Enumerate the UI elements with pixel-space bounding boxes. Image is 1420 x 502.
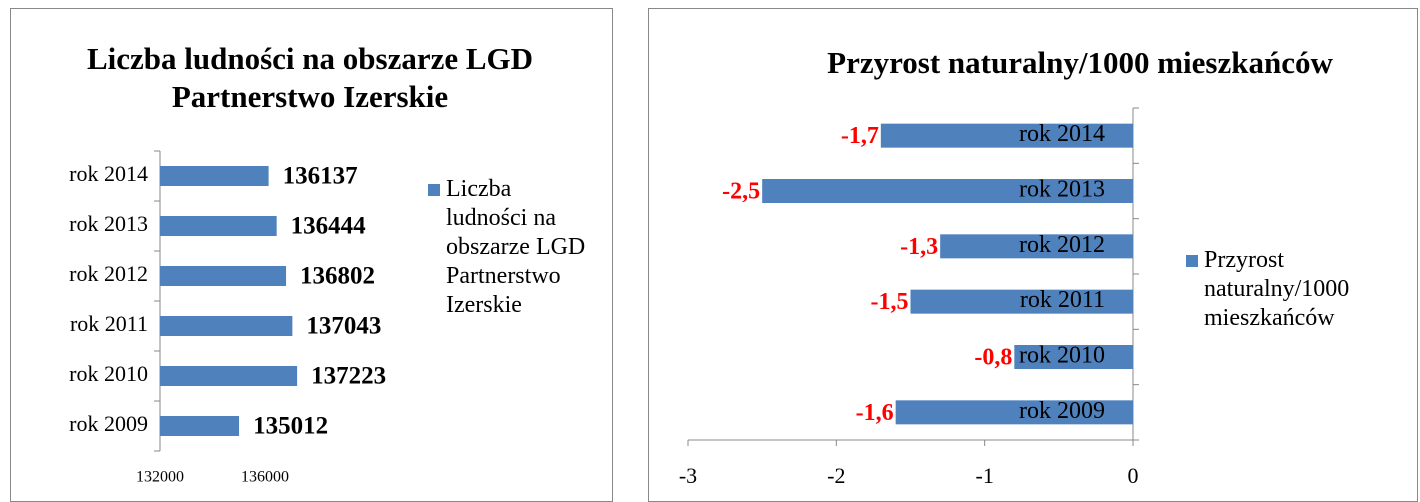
- y-tick-label: rok 2011: [70, 311, 148, 336]
- x-tick-label: -2: [827, 463, 845, 488]
- legend-label: Przyrost naturalny/1000 mieszkańców: [1204, 247, 1350, 331]
- data-label: 136802: [300, 263, 375, 290]
- bar: [160, 366, 298, 386]
- x-tick-label: -1: [976, 463, 994, 488]
- y-tick-label: rok 2014: [1019, 121, 1105, 147]
- chart-title: Przyrost naturalny/1000 mieszkańców: [827, 45, 1333, 80]
- x-tick-label: 136000: [241, 469, 289, 486]
- y-tick-label: rok 2011: [1020, 287, 1105, 313]
- data-label: 137043: [306, 313, 381, 340]
- data-label: -2,5: [722, 179, 760, 205]
- y-tick-label: rok 2012: [1019, 232, 1105, 258]
- bar: [1014, 345, 1133, 369]
- data-label: -1,5: [871, 289, 909, 315]
- bar: [160, 316, 293, 336]
- bar: [895, 400, 1133, 425]
- y-tick-label: rok 2013: [1019, 177, 1105, 203]
- chart-title: Liczba ludności na obszarze LGD Partners…: [86, 41, 534, 114]
- y-tick-label: rok 2010: [1019, 343, 1105, 369]
- data-label: -0,8: [974, 345, 1012, 371]
- data-label: 136137: [283, 163, 358, 190]
- bar: [160, 416, 240, 436]
- y-tick-label: rok 2009: [69, 411, 148, 436]
- x-tick-label: 0: [1128, 463, 1139, 488]
- data-label: 135012: [253, 413, 328, 440]
- data-label: -1,7: [841, 123, 879, 149]
- bar: [160, 166, 269, 186]
- legend-swatch: [1186, 255, 1198, 267]
- x-tick-label: 132000: [136, 469, 184, 486]
- bar: [160, 216, 277, 236]
- y-tick-label: rok 2009: [1019, 398, 1105, 424]
- y-tick-label: rok 2013: [69, 211, 148, 236]
- data-label: -1,3: [900, 234, 938, 260]
- legend-label: Liczba ludności na obszarze LGD Partners…: [446, 176, 586, 318]
- bar: [160, 266, 287, 286]
- bar: [880, 123, 1133, 148]
- data-label: 136444: [291, 213, 367, 240]
- x-tick-label: -3: [679, 463, 697, 488]
- data-label: 137223: [311, 363, 386, 390]
- y-tick-label: rok 2010: [69, 361, 148, 386]
- data-label: -1,6: [856, 400, 894, 426]
- y-tick-label: rok 2014: [69, 161, 148, 186]
- bar: [762, 179, 1133, 203]
- bar: [910, 289, 1133, 314]
- bar: [940, 234, 1133, 259]
- legend-swatch: [428, 184, 440, 196]
- y-tick-label: rok 2012: [69, 261, 148, 286]
